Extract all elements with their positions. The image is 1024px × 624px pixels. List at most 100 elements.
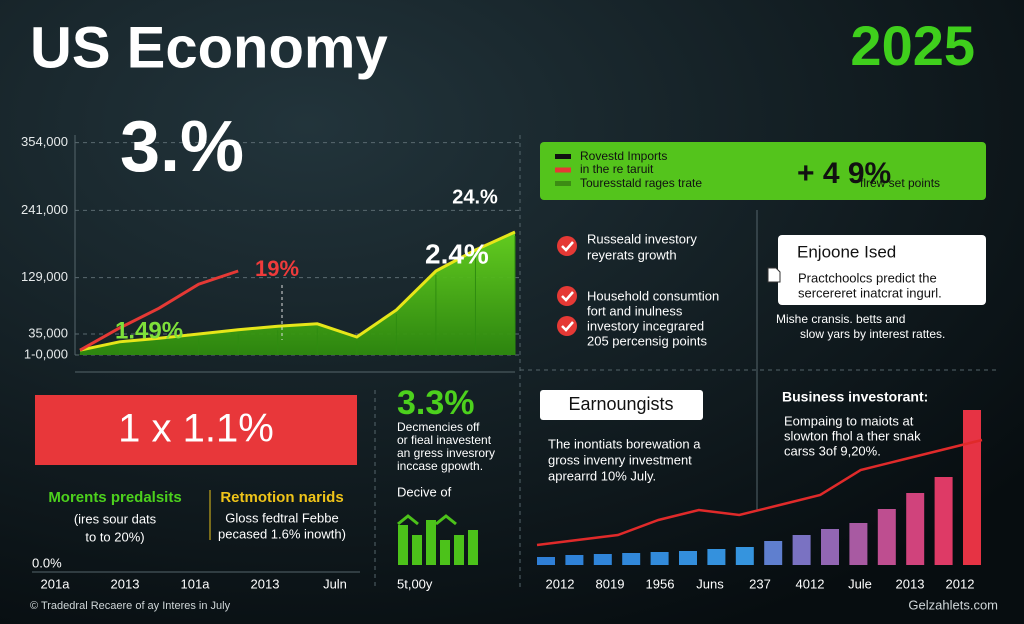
x-tick-label: 8019 xyxy=(596,576,625,591)
banner-text: in the re taruit xyxy=(580,162,654,176)
text: an gress invesrory xyxy=(397,446,495,460)
text: Gloss fedtral Febbe xyxy=(225,510,338,525)
text: slowton fhol a ther snak xyxy=(784,428,921,443)
annotation: 3.% xyxy=(120,107,244,187)
banner-text: Touresstald rages trate xyxy=(580,176,702,190)
bar xyxy=(565,555,584,565)
label-box xyxy=(540,390,703,420)
text: aprearrd 10% July. xyxy=(548,468,656,483)
y-tick-label: 354,000 xyxy=(21,134,68,149)
subhead: Retmotion narids xyxy=(220,489,343,506)
bar xyxy=(468,530,478,565)
callout xyxy=(778,235,986,305)
bar xyxy=(849,523,868,565)
x-tick-label: 101a xyxy=(181,576,211,591)
bar xyxy=(650,552,669,565)
x-tick-label: 2012 xyxy=(546,576,575,591)
check-icon xyxy=(557,286,577,306)
bar xyxy=(440,540,450,565)
footer-text: © Tradedral Recaere of ay Interes in Jul… xyxy=(30,600,231,612)
y-tick-label: 129,000 xyxy=(21,269,68,284)
check-icon xyxy=(557,316,577,336)
text: carss 3of 9,20%. xyxy=(784,443,881,458)
legend-swatch xyxy=(555,154,571,159)
annotation: 19% xyxy=(255,256,299,281)
annotation: 1.49% xyxy=(115,317,183,344)
subhead: Morents predalsits xyxy=(48,489,181,506)
subhead: Business investorant: xyxy=(782,389,928,405)
text: pecased 1.6% inowth) xyxy=(218,526,346,541)
x-tick-label: 2013 xyxy=(896,576,925,591)
note-text: Mishe cransis. betts and xyxy=(776,312,905,326)
note-text: slow yars by interest rattes. xyxy=(800,327,945,341)
text: or fieal inavestent xyxy=(397,433,492,447)
text: Decmencies off xyxy=(397,420,480,434)
caret-icon xyxy=(397,514,457,526)
check-text: Household consumtion xyxy=(587,288,719,303)
legend-swatch xyxy=(555,181,571,186)
bar xyxy=(821,529,839,565)
bar xyxy=(454,535,464,565)
banner-text: Rovestd Imports xyxy=(580,149,667,163)
bar xyxy=(679,551,697,565)
red-box-text: 1 x 1.1% xyxy=(118,407,274,451)
x-tick-label: 237 xyxy=(749,576,771,591)
big-stat: 3.3% xyxy=(397,384,475,422)
legend-swatch xyxy=(555,167,571,173)
bar xyxy=(877,509,896,565)
bar xyxy=(707,549,726,565)
x-tick-label: 2013 xyxy=(111,576,140,591)
x-tick-label: 4012 xyxy=(796,576,825,591)
x-tick-label: 2013 xyxy=(251,576,280,591)
callout-text: Practchoolcs predict the xyxy=(798,270,937,285)
text: gross invenry investment xyxy=(548,452,692,467)
banner-small: flrew set points xyxy=(860,176,940,190)
bar xyxy=(426,520,436,565)
bar xyxy=(934,477,953,565)
text: Eompaing to maiots at xyxy=(784,413,914,428)
baseline-label: 0.0% xyxy=(32,555,62,570)
label-box-text: Earnoungists xyxy=(568,394,673,414)
y-tick-label: 35,000 xyxy=(28,325,68,340)
x-tick-label: Jule xyxy=(848,576,872,591)
bar xyxy=(593,554,612,565)
bar xyxy=(735,547,754,565)
x-tick-label: 1956 xyxy=(646,576,675,591)
footer-text: Gelzahlets.com xyxy=(908,597,998,612)
x-tick-label: 2012 xyxy=(946,576,975,591)
red-box xyxy=(35,395,357,465)
banner xyxy=(540,142,986,200)
bar xyxy=(764,541,783,565)
check-text: investory incegrared xyxy=(587,318,704,333)
text: inccase gpowth. xyxy=(397,459,483,473)
check-text: fort and inulness xyxy=(587,303,683,318)
line xyxy=(79,269,239,352)
title: US Economy xyxy=(30,15,388,80)
check-text: 205 percensig points xyxy=(587,333,707,348)
doc-icon xyxy=(767,267,781,283)
annotation: 24.% xyxy=(452,186,498,208)
label: 5t,00y xyxy=(397,576,433,591)
x-tick-label: Juns xyxy=(696,576,724,591)
area xyxy=(80,232,515,355)
check-text: reyerats growth xyxy=(587,247,677,262)
check-text: Russeald investory xyxy=(587,231,697,246)
text: (ires sour dats xyxy=(74,511,157,526)
annotation: 2.4% xyxy=(425,238,489,269)
text: to to 20%) xyxy=(85,529,144,544)
bar xyxy=(622,553,641,565)
text: The inontiats borewation a xyxy=(548,436,701,451)
callout-text: sercereret inatcrat ingurl. xyxy=(798,285,942,300)
x-tick-label: Juln xyxy=(323,576,347,591)
y-tick-label: 241,000 xyxy=(21,202,68,217)
bar xyxy=(792,535,811,565)
label: Decive of xyxy=(397,484,452,499)
banner-big: + 4 9% xyxy=(797,157,891,190)
x-tick-label: 201a xyxy=(41,576,71,591)
callout-title: Enjoone Ised xyxy=(797,242,896,261)
bar xyxy=(963,410,981,565)
bar xyxy=(412,535,422,565)
check-icon xyxy=(557,236,577,256)
trend-line xyxy=(536,438,983,547)
